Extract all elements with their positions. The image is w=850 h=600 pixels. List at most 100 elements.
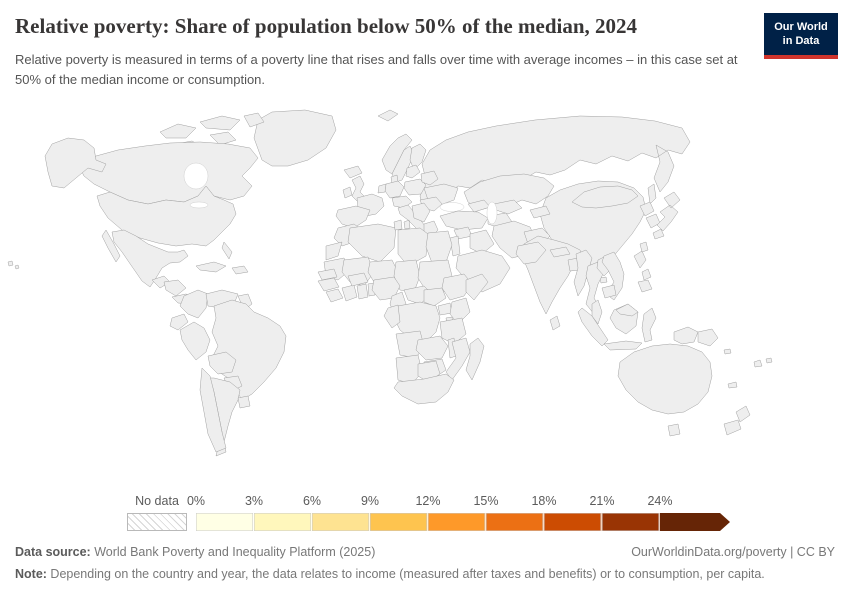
region-chile[interactable] bbox=[199, 367, 227, 453]
region-norway[interactable] bbox=[381, 133, 413, 175]
region-sri-lanka[interactable] bbox=[549, 315, 561, 331]
region-western-sahara[interactable] bbox=[325, 241, 343, 261]
region-bolivia[interactable] bbox=[207, 351, 237, 375]
region-hispaniola[interactable] bbox=[231, 265, 249, 275]
note-label: Note: bbox=[15, 567, 47, 581]
region-fiji[interactable] bbox=[753, 357, 773, 368]
region-turkey[interactable] bbox=[439, 210, 489, 231]
region-algeria[interactable] bbox=[347, 223, 397, 263]
region-japan[interactable] bbox=[652, 191, 681, 240]
region-new-caledonia[interactable] bbox=[727, 381, 738, 389]
region-alaska[interactable] bbox=[44, 137, 107, 189]
region-nepal[interactable] bbox=[549, 246, 571, 258]
region-malaysia-peninsular[interactable] bbox=[591, 299, 603, 325]
region-greenland[interactable] bbox=[253, 109, 337, 167]
region-north-korea[interactable] bbox=[639, 201, 655, 217]
legend-tick: 6% bbox=[302, 494, 322, 508]
region-south-sudan[interactable] bbox=[423, 287, 447, 307]
region-ecuador[interactable] bbox=[169, 313, 189, 331]
region-brazil[interactable] bbox=[211, 299, 287, 401]
region-ghana[interactable] bbox=[356, 283, 369, 300]
region-pakistan[interactable] bbox=[515, 241, 547, 265]
region-kyrgyzstan[interactable] bbox=[529, 205, 551, 219]
region-myanmar[interactable] bbox=[573, 249, 593, 297]
region-kenya[interactable] bbox=[449, 297, 471, 325]
region-colombia[interactable] bbox=[179, 289, 209, 319]
region-poland[interactable] bbox=[403, 178, 427, 196]
region-israel-jordan[interactable] bbox=[449, 235, 461, 257]
legend-no-data-swatch[interactable] bbox=[127, 513, 187, 531]
region-ethiopia[interactable] bbox=[441, 273, 473, 301]
region-mongolia[interactable] bbox=[571, 185, 639, 209]
legend-no-data-label: No data bbox=[135, 494, 179, 508]
region-russia[interactable] bbox=[419, 115, 691, 213]
region-belarus[interactable] bbox=[420, 170, 439, 186]
legend-color-bar bbox=[196, 513, 730, 531]
region-mexico[interactable] bbox=[101, 229, 189, 288]
region-germany[interactable] bbox=[384, 180, 405, 199]
region-indonesia-papua[interactable] bbox=[673, 326, 699, 345]
legend-bin-2[interactable] bbox=[312, 513, 370, 531]
legend-bin-4[interactable] bbox=[428, 513, 486, 531]
region-cambodia[interactable] bbox=[601, 284, 617, 299]
region-congo-gabon[interactable] bbox=[383, 304, 401, 329]
region-taiwan[interactable] bbox=[639, 241, 649, 253]
legend-tick: 21% bbox=[589, 494, 615, 508]
region-guinea[interactable] bbox=[317, 277, 340, 292]
region-hawaii[interactable] bbox=[7, 260, 20, 270]
legend-bin-7[interactable] bbox=[602, 513, 660, 531]
region-ireland[interactable] bbox=[342, 186, 353, 199]
region-somalia[interactable] bbox=[465, 273, 489, 301]
region-benelux[interactable] bbox=[377, 183, 387, 194]
owid-link[interactable]: OurWorldinData.org/poverty | CC BY bbox=[631, 545, 835, 559]
data-source-text: World Bank Poverty and Inequality Platfo… bbox=[90, 545, 376, 559]
region-solomon[interactable] bbox=[723, 348, 732, 355]
region-philippines[interactable] bbox=[633, 250, 653, 293]
region-vietnam[interactable] bbox=[601, 251, 625, 301]
hudson-bay bbox=[183, 162, 209, 190]
region-burkina-faso[interactable] bbox=[347, 272, 369, 287]
region-finland[interactable] bbox=[409, 143, 427, 171]
region-java[interactable] bbox=[603, 340, 643, 351]
region-cuba[interactable] bbox=[195, 261, 227, 273]
owid-logo[interactable]: Our World in Data bbox=[764, 13, 838, 59]
region-namibia[interactable] bbox=[395, 354, 423, 385]
region-libya[interactable] bbox=[397, 227, 429, 267]
legend-bin-0[interactable] bbox=[196, 513, 254, 531]
region-south-africa[interactable] bbox=[393, 373, 455, 405]
region-mozambique[interactable] bbox=[445, 337, 471, 381]
region-madagascar[interactable] bbox=[465, 337, 485, 381]
region-png[interactable] bbox=[697, 328, 719, 347]
region-iraq[interactable] bbox=[469, 229, 495, 255]
owid-logo-line2: in Data bbox=[782, 35, 820, 48]
data-source-line: Data source: World Bank Poverty and Ineq… bbox=[15, 545, 375, 559]
legend-bin-6[interactable] bbox=[544, 513, 602, 531]
region-borneo-malaysia[interactable] bbox=[615, 303, 639, 317]
region-egypt[interactable] bbox=[425, 230, 453, 264]
region-balkans[interactable] bbox=[411, 202, 431, 223]
region-zambia[interactable] bbox=[415, 335, 449, 361]
region-australia[interactable] bbox=[617, 343, 713, 415]
legend-bin-8[interactable] bbox=[660, 513, 730, 531]
region-iberia[interactable] bbox=[335, 205, 371, 229]
region-senegal[interactable] bbox=[317, 268, 338, 281]
region-baltics[interactable] bbox=[405, 164, 421, 179]
legend-bin-5[interactable] bbox=[486, 513, 544, 531]
region-tunisia[interactable] bbox=[393, 219, 403, 231]
region-tanzania[interactable] bbox=[439, 317, 467, 345]
region-sierra-leone-liberia[interactable] bbox=[325, 288, 344, 303]
legend-bin-1[interactable] bbox=[254, 513, 312, 531]
region-peru[interactable] bbox=[179, 321, 211, 361]
region-ivory-coast[interactable] bbox=[341, 284, 358, 302]
region-iceland[interactable] bbox=[343, 165, 363, 179]
region-tasmania[interactable] bbox=[667, 423, 681, 437]
region-uruguay[interactable] bbox=[237, 395, 251, 409]
region-honduras-nicaragua[interactable] bbox=[163, 279, 187, 297]
region-svalbard[interactable] bbox=[377, 109, 399, 122]
region-sulawesi[interactable] bbox=[641, 307, 657, 343]
region-new-zealand[interactable] bbox=[723, 405, 751, 436]
legend-tick: 12% bbox=[415, 494, 441, 508]
region-sumatra[interactable] bbox=[577, 307, 609, 347]
legend-bin-3[interactable] bbox=[370, 513, 428, 531]
